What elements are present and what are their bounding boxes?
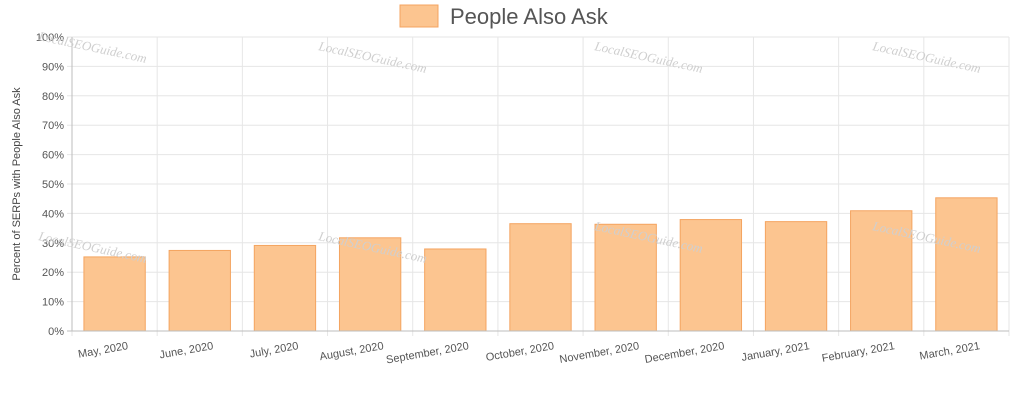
bar[interactable] [83,256,146,332]
watermarks: LocalSEOGuide.com LocalSEOGuide.com LocalS… [36,28,982,266]
x-tick-label: October, 2020 [485,340,555,364]
y-tick-label: 50% [42,179,64,191]
y-tick-label: 70% [42,120,64,132]
y-tick-label: 30% [42,238,64,250]
x-tick-label: December, 2020 [644,340,726,366]
bar[interactable] [168,249,231,332]
bar[interactable] [935,197,998,332]
watermark-text: LocalSEOGuide.com [316,38,428,76]
y-tick-label: 60% [42,150,64,162]
bar[interactable] [509,223,572,332]
bar[interactable] [850,210,913,332]
watermark-text: LocalSEOGuide.com [592,38,704,76]
bar[interactable] [594,223,657,332]
bar[interactable] [253,244,317,332]
bars [83,197,998,332]
x-tick-label: June, 2020 [159,340,215,361]
x-tick-label: May, 2020 [77,340,129,361]
y-tick-label: 0% [48,326,64,338]
x-tick-label: March, 2021 [919,340,981,362]
bar[interactable] [424,248,487,332]
y-tick-label: 100% [36,32,64,44]
x-tick-label: February, 2021 [821,340,896,365]
x-tick-label: November, 2020 [559,340,641,366]
bar[interactable] [338,237,402,332]
bar[interactable] [679,219,743,332]
y-tick-label: 40% [42,208,64,220]
legend-swatch[interactable] [399,4,439,28]
watermark-text: LocalSEOGuide.com [36,28,148,66]
y-tick-label: 20% [42,267,64,279]
watermark-text: LocalSEOGuide.com [870,38,982,76]
x-tick-label: September, 2020 [385,340,470,366]
y-axis-title: Percent of SERPs with People Also Ask [11,87,23,281]
y-tick-label: 80% [42,91,64,103]
y-tick-label: 90% [42,61,64,73]
x-tick-label: July, 2020 [249,340,300,360]
x-tick-label: August, 2020 [319,340,385,363]
legend: People Also Ask [399,4,609,29]
legend-label[interactable]: People Also Ask [450,4,609,29]
y-tick-label: 10% [42,297,64,309]
bar[interactable] [764,221,828,332]
x-tick-label: January, 2021 [741,340,811,364]
